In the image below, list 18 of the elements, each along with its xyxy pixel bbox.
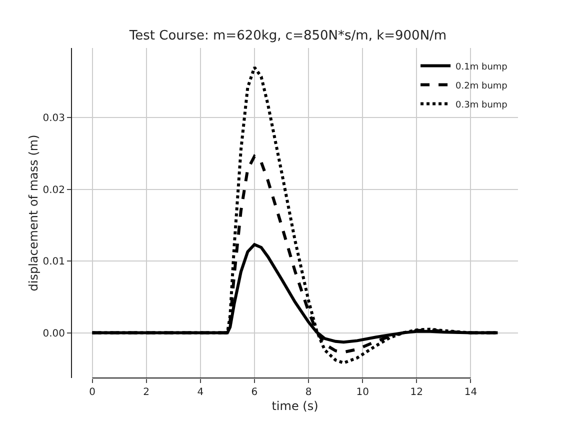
x-tick-label: 4	[197, 387, 204, 398]
x-tick-label: 0	[89, 387, 96, 398]
legend-label: 0.1m bump	[456, 62, 508, 72]
legend-label: 0.2m bump	[456, 81, 508, 92]
x-tick-label: 10	[356, 387, 369, 398]
y-tick-label: 0.03	[42, 113, 65, 124]
x-axis-title: time (s)	[272, 398, 318, 413]
x-tick-label: 12	[410, 387, 424, 398]
x-tick-label: 14	[464, 387, 478, 398]
x-tick-label: 2	[143, 387, 150, 398]
y-axis-title: displacement of mass (m)	[26, 134, 41, 292]
y-tick-label: 0.00	[42, 328, 65, 340]
x-tick-label: 6	[251, 387, 258, 398]
y-tick-label: 0.01	[42, 256, 65, 268]
legend-label: 0.3m bump	[456, 100, 508, 110]
chart-title: Test Course: m=620kg, c=850N*s/m, k=900N/m	[128, 28, 447, 44]
y-tick-label: 0.02	[42, 184, 65, 196]
x-tick-label: 8	[305, 387, 312, 398]
